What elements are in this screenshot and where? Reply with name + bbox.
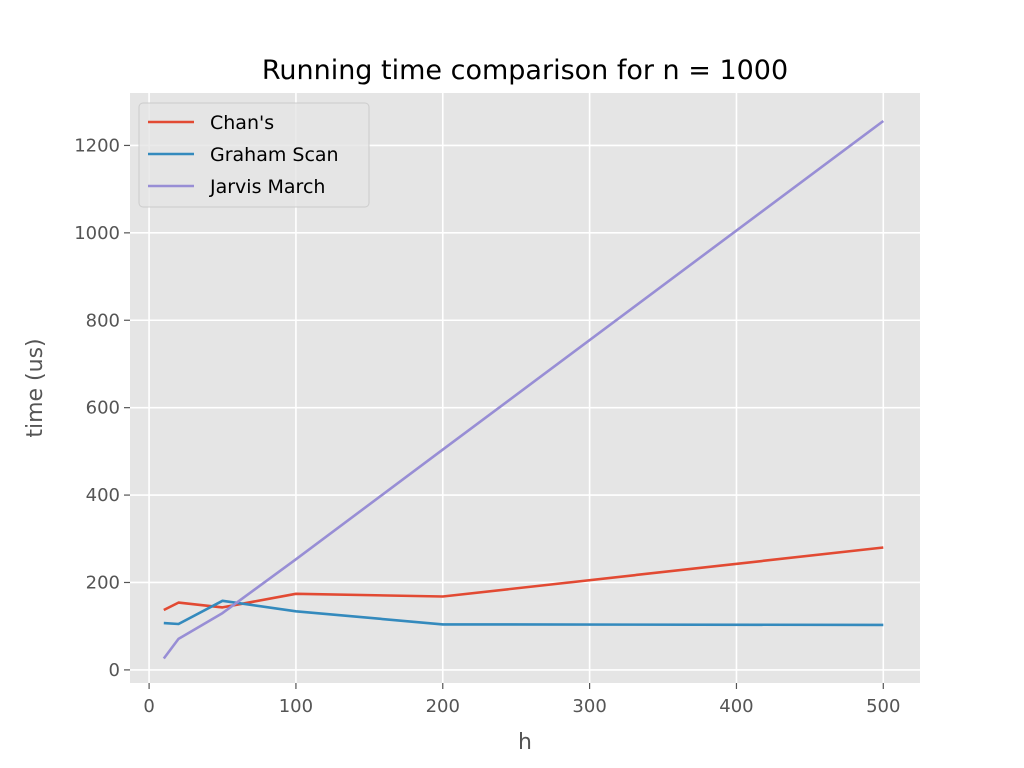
series-lines	[162, 119, 885, 660]
x-tick-label: 400	[719, 696, 753, 717]
y-tick-label: 800	[86, 310, 120, 331]
legend-label-1: Graham Scan	[210, 144, 339, 166]
x-tick-label: 100	[279, 696, 313, 717]
legend-label-0: Chan's	[210, 112, 274, 134]
y-tick-label: 1200	[74, 135, 120, 156]
x-axis-label: h	[518, 730, 532, 755]
series-line-1	[163, 599, 884, 627]
series-line-0	[163, 546, 884, 612]
x-tick-label: 0	[143, 696, 154, 717]
x-tick-label: 200	[426, 696, 460, 717]
x-tick-label: 300	[572, 696, 606, 717]
legend: Chan's Graham Scan Jarvis March	[138, 102, 370, 208]
y-tick-label: 0	[109, 660, 120, 681]
x-tick-label: 500	[866, 696, 900, 717]
y-tick-label: 400	[86, 485, 120, 506]
y-tick-label: 1000	[74, 223, 120, 244]
y-axis-label: time (us)	[23, 338, 48, 437]
chart-title: Running time comparison for n = 1000	[262, 55, 788, 86]
series-line-2	[162, 119, 885, 660]
legend-box	[138, 102, 370, 208]
y-tick-label: 600	[86, 398, 120, 419]
ticks: 0 100 200 300 400 500 0 200 400 600 800 1000 1200	[74, 135, 900, 717]
legend-label-2: Jarvis March	[209, 176, 325, 198]
legend-entries: Chan's Graham Scan Jarvis March	[148, 112, 339, 198]
y-tick-label: 200	[86, 572, 120, 593]
